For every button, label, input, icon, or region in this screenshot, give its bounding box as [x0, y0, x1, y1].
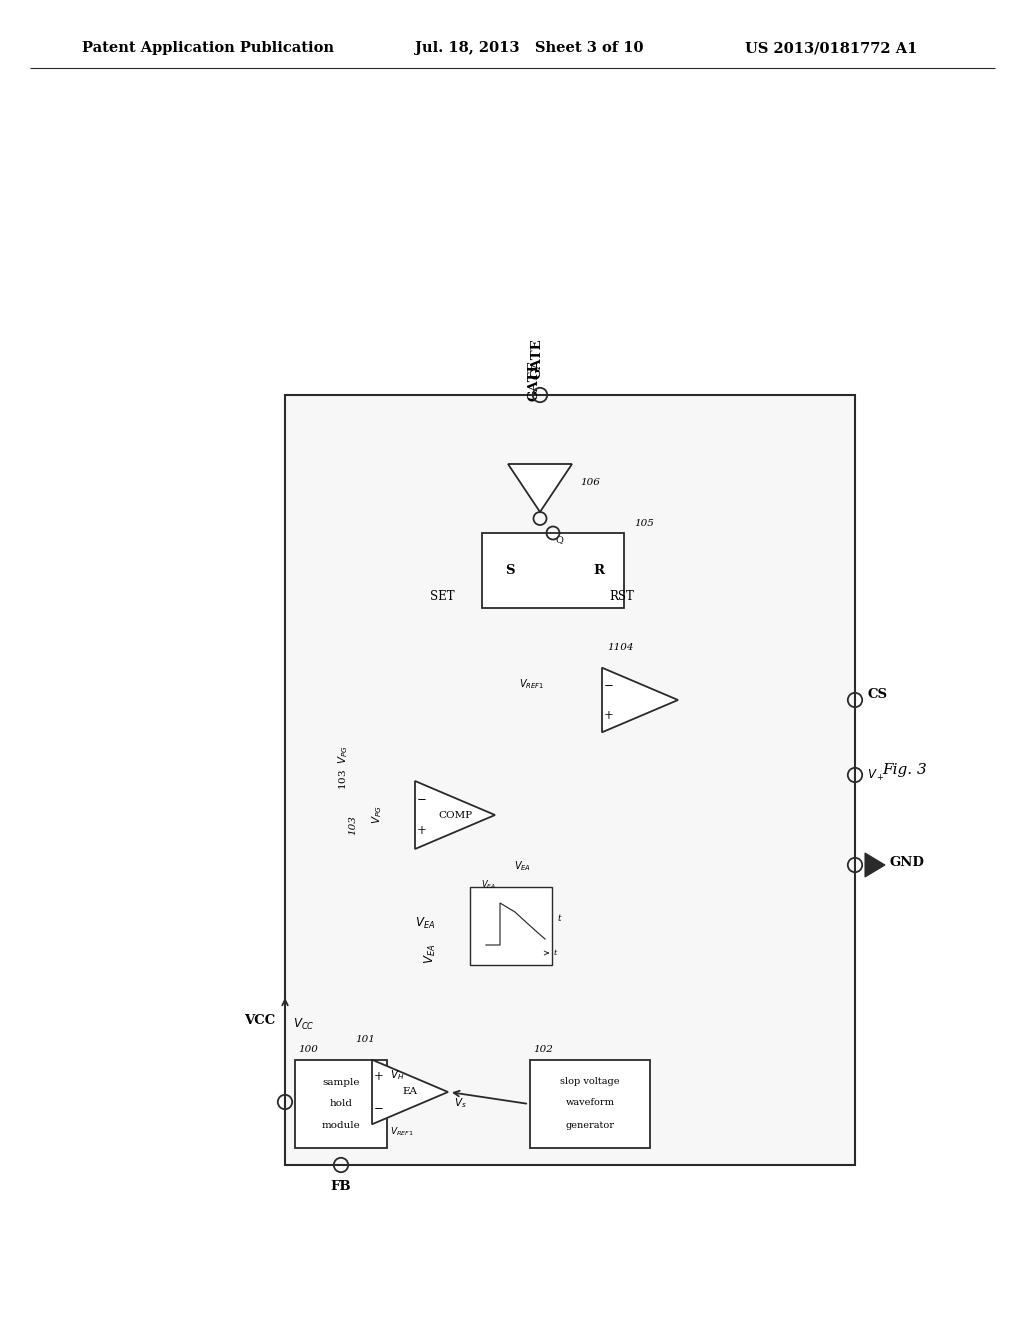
Text: module: module	[322, 1121, 360, 1130]
Text: EA: EA	[402, 1088, 418, 1097]
Text: GATE: GATE	[527, 360, 540, 401]
Text: Patent Application Publication: Patent Application Publication	[82, 41, 334, 55]
Text: $V_{REF1}$: $V_{REF1}$	[519, 677, 544, 690]
Text: SET: SET	[430, 590, 455, 603]
Text: VCC: VCC	[244, 1014, 275, 1027]
Bar	[530, 1060, 650, 1148]
Text: 105: 105	[634, 519, 654, 528]
Text: $V_{PG}$: $V_{PG}$	[370, 805, 384, 825]
Bar	[285, 395, 855, 1166]
Polygon shape	[415, 781, 495, 849]
Bar	[470, 887, 552, 965]
Text: 102: 102	[534, 1045, 553, 1053]
Text: Q: Q	[555, 535, 563, 544]
Text: S: S	[505, 564, 515, 577]
Text: Fig. 3: Fig. 3	[883, 763, 928, 777]
Text: R: R	[594, 564, 604, 577]
Text: t: t	[554, 949, 557, 957]
Text: −: −	[374, 1101, 384, 1114]
Text: t: t	[557, 913, 560, 923]
Text: 1104: 1104	[607, 643, 634, 652]
Text: sample: sample	[323, 1078, 359, 1088]
Text: COMP: COMP	[438, 810, 472, 820]
Text: slop voltage: slop voltage	[560, 1077, 620, 1085]
Text: $V_s$: $V_s$	[454, 1096, 467, 1110]
Polygon shape	[372, 1060, 447, 1125]
Text: +: +	[374, 1071, 384, 1084]
Text: $V_+$: $V_+$	[867, 767, 885, 783]
Text: hold: hold	[330, 1100, 352, 1109]
Text: RST: RST	[609, 590, 634, 603]
Text: $V_{EA}$: $V_{EA}$	[514, 859, 531, 873]
Text: Jul. 18, 2013   Sheet 3 of 10: Jul. 18, 2013 Sheet 3 of 10	[415, 41, 643, 55]
Text: GND: GND	[890, 855, 925, 869]
Text: CS: CS	[867, 689, 887, 701]
Text: +: +	[417, 825, 427, 837]
Text: $V_{CC}$: $V_{CC}$	[293, 1016, 314, 1032]
Text: $V_{EA}$: $V_{EA}$	[423, 944, 437, 964]
Text: waveform: waveform	[565, 1098, 614, 1106]
Text: GATE: GATE	[530, 338, 543, 379]
Text: −: −	[417, 792, 427, 805]
Text: US 2013/0181772 A1: US 2013/0181772 A1	[745, 41, 918, 55]
Text: +: +	[604, 709, 614, 722]
Bar	[482, 533, 624, 609]
Text: 106: 106	[580, 478, 600, 487]
Text: $V_{EA}$: $V_{EA}$	[415, 916, 435, 931]
Text: $V_{EA}$: $V_{EA}$	[481, 879, 496, 891]
Text: generator: generator	[565, 1121, 614, 1130]
Text: 101: 101	[355, 1035, 375, 1044]
Polygon shape	[865, 853, 885, 876]
Text: 100: 100	[298, 1045, 317, 1053]
Polygon shape	[602, 668, 678, 733]
Text: 103: 103	[348, 814, 357, 836]
Text: −: −	[604, 678, 614, 692]
Text: $V_{REF1}$: $V_{REF1}$	[390, 1126, 414, 1138]
Bar	[295, 1060, 387, 1148]
Polygon shape	[508, 465, 572, 512]
Text: 103  $V_{PG}$: 103 $V_{PG}$	[336, 744, 350, 789]
Text: $V_H$: $V_H$	[390, 1069, 404, 1082]
Text: FB: FB	[331, 1180, 351, 1193]
